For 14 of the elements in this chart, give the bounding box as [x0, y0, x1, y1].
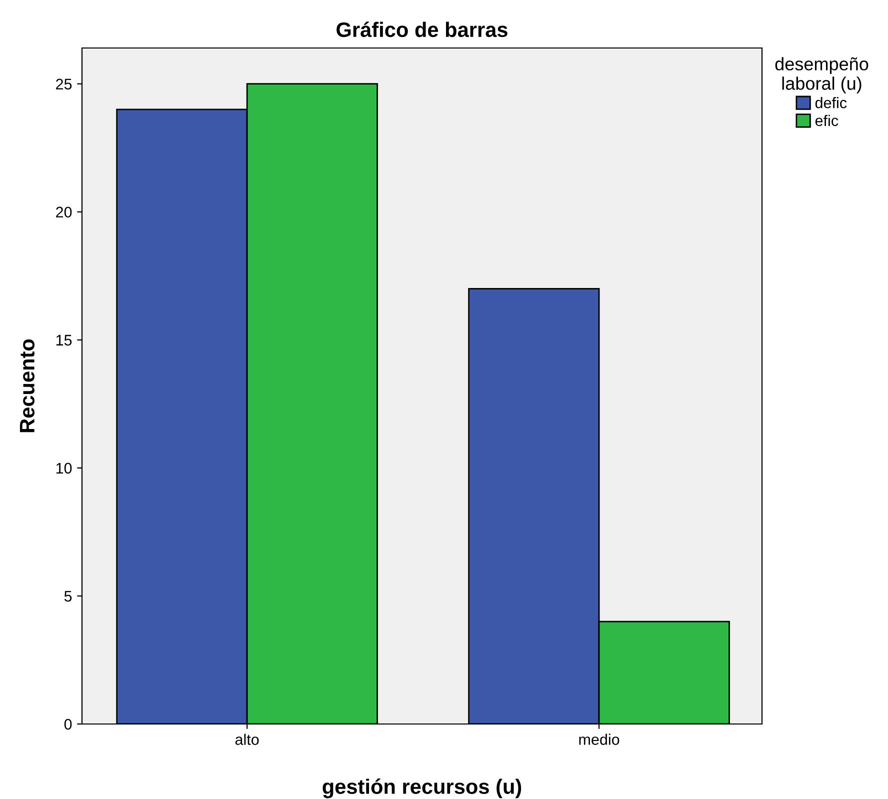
x-axis-title: gestión recursos (u) — [322, 778, 522, 798]
legend-label: defic — [815, 97, 847, 108]
x-tick-label: medio — [579, 734, 620, 745]
y-tick-label: 10 — [56, 462, 72, 474]
legend-label: efic — [815, 114, 838, 126]
legend-title: desempeño laboral (u) — [775, 57, 868, 94]
y-tick-label: 5 — [64, 590, 72, 602]
y-tick-label: 15 — [56, 334, 72, 346]
chart-title: Gráfico de barras — [336, 22, 508, 38]
y-axis-title: Recuento — [20, 339, 34, 432]
y-tick-label: 25 — [56, 78, 72, 90]
y-tick-label: 20 — [56, 206, 72, 218]
y-tick-label: 0 — [64, 718, 72, 730]
x-tick-label: alto — [235, 734, 259, 745]
